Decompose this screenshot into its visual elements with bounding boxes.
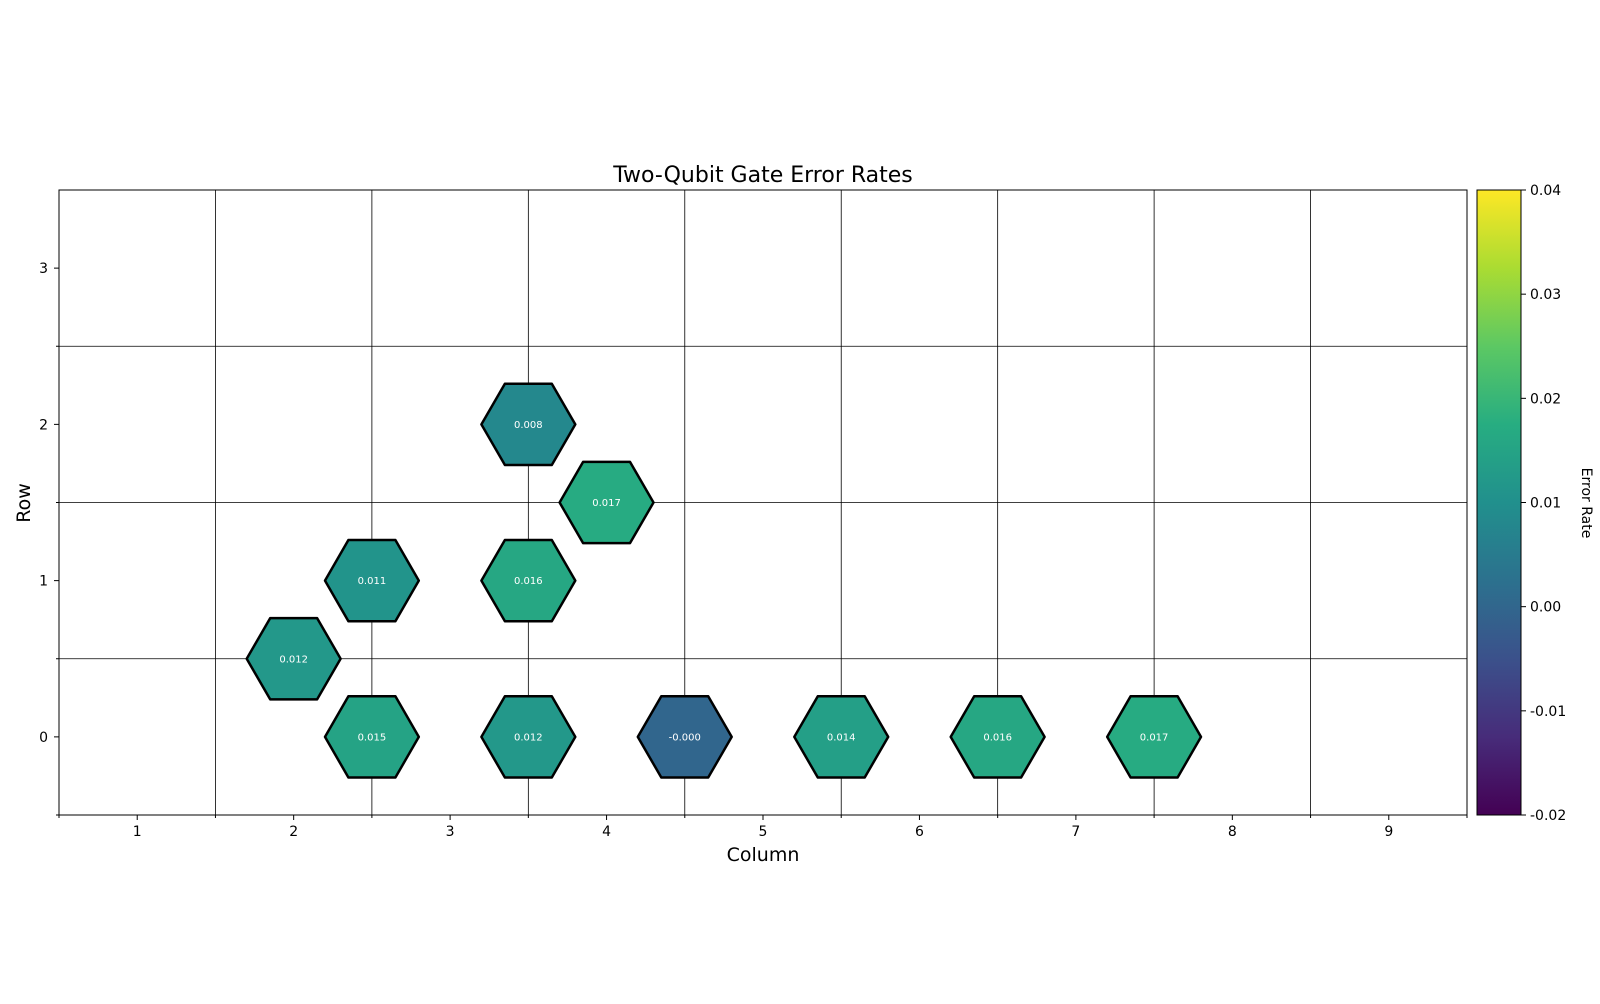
- x-tick-label: 6: [915, 824, 924, 840]
- hexagon-mark: [480, 538, 577, 623]
- hexagon-value-label: 0.011: [358, 576, 387, 587]
- colorbar-tick-label: -0.02: [1530, 808, 1566, 824]
- hexagon-mark: [558, 460, 655, 545]
- x-tick-label: 8: [1228, 824, 1237, 840]
- hexagon-value-label: 0.017: [592, 498, 621, 509]
- axes-layer: 1 2 3 4 5 6 7 8 9 0 1 2 3: [39, 189, 1468, 840]
- x-axis-label: Column: [727, 844, 800, 866]
- hexagon-value-label: -0.000: [669, 732, 701, 743]
- x-tick-label: 7: [1071, 824, 1080, 840]
- hexagon-mark: [1105, 695, 1203, 779]
- colorbar-label: Error Rate: [1578, 468, 1594, 539]
- colorbar-tick-label: -0.01: [1530, 704, 1566, 720]
- hexagon-value-label: 0.016: [983, 732, 1012, 743]
- hexagon-value-label: 0.008: [514, 420, 543, 431]
- colorbar-tick-label: 0.02: [1530, 391, 1561, 407]
- x-tick-label: 3: [446, 824, 455, 840]
- colorbar-tick-label: 0.01: [1530, 496, 1561, 512]
- y-tick-label: 2: [39, 417, 48, 433]
- colorbar-tick-label: 0.04: [1530, 183, 1561, 199]
- hexagon-value-label: 0.014: [827, 732, 856, 743]
- hexagon-mark: [636, 695, 733, 779]
- colorbar-tick-label: 0.03: [1530, 287, 1561, 303]
- x-tick-label: 9: [1384, 824, 1393, 840]
- y-tick-label: 1: [39, 574, 48, 590]
- hexagon-value-label: 0.017: [1140, 732, 1169, 743]
- hexagon-value-label: 0.012: [514, 732, 543, 743]
- hexagon-mark: [323, 538, 421, 623]
- hexagon-value-label: 0.016: [514, 576, 543, 587]
- hexagon-mark: [245, 616, 342, 701]
- hexagon-value-label: 0.015: [358, 732, 387, 743]
- x-tick-label: 5: [759, 824, 768, 840]
- colorbar-gradient: [1476, 189, 1522, 816]
- colorbar: Error Rate -0.02 -0.01 0.00 0.01 0.02 0.03 0.0…: [1476, 183, 1594, 824]
- y-tick-label: 0: [39, 730, 48, 746]
- y-axis-label: Row: [13, 483, 35, 523]
- x-tick-label: 1: [133, 824, 142, 840]
- hexagon-layer: 0.015 0.012 -0.000 0.014 0.016 0.017 0.012 0.01…: [245, 382, 1203, 779]
- x-tick-label: 4: [602, 824, 611, 840]
- x-tick-label: 2: [289, 824, 298, 840]
- colorbar-tick-label: 0.00: [1530, 600, 1561, 616]
- hexagon-mark: [480, 695, 577, 779]
- hexagon-mark: [793, 695, 890, 779]
- chart-title: Two-Qubit Gate Error Rates: [612, 163, 913, 188]
- hexagon-mark: [480, 382, 577, 467]
- hexagon-mark: [949, 695, 1046, 779]
- grid-layer: [59, 190, 1467, 815]
- hexagon-value-label: 0.012: [279, 654, 308, 665]
- y-tick-label: 3: [39, 261, 48, 277]
- hexagon-mark: [323, 695, 421, 779]
